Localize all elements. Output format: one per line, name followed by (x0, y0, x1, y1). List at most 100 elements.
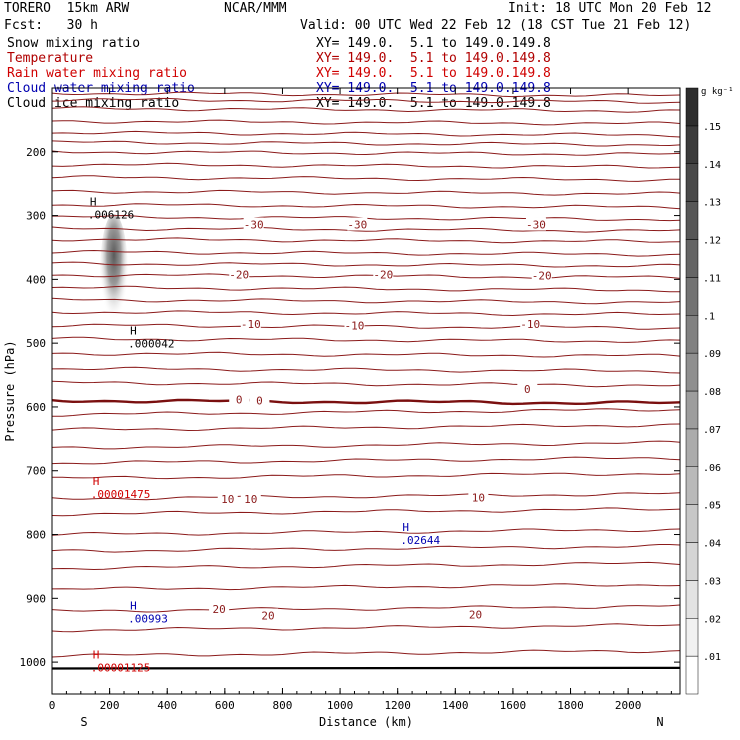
x-tick-label: 600 (215, 699, 235, 712)
colorbar-tick-label: .11 (703, 273, 721, 284)
legend-snow-name: Snow mixing ratio (7, 36, 141, 51)
isotherm-line (51, 398, 681, 406)
colorbar-segment (685, 277, 699, 316)
north-label: N (656, 715, 663, 729)
isotherm-label-bg (229, 392, 250, 406)
colorbar-segment (685, 618, 699, 657)
isotherm-line (51, 423, 681, 432)
plot-frame (51, 87, 681, 695)
extremum-marker: H (402, 521, 409, 534)
isotherm-label-bg (525, 217, 546, 231)
legend-rain-name: Rain water mixing ratio (7, 66, 188, 81)
isotherm-label: -20 (229, 268, 249, 281)
isotherm-label-bg (520, 317, 541, 331)
isotherm-line (51, 528, 681, 536)
isotherm-label: 20 (212, 603, 225, 616)
isotherm-line (51, 261, 681, 268)
y-tick-label: 400 (26, 273, 46, 286)
extremum-marker: H (93, 475, 100, 488)
colorbar-segment (685, 87, 699, 127)
snow-shading (99, 213, 128, 333)
x-tick-label: 800 (273, 699, 293, 712)
isotherm-line (51, 440, 681, 450)
isotherm-line (51, 273, 681, 279)
isotherm-line (51, 561, 681, 571)
extremum-marker: H (90, 196, 97, 209)
y-axis-label: Pressure (hPa) (3, 340, 17, 441)
isotherm-line (51, 351, 681, 358)
colorbar-segment (685, 580, 699, 619)
isotherm-line (51, 106, 681, 113)
y-tick-label: 200 (26, 146, 46, 159)
x-tick-label: 1200 (384, 699, 411, 712)
isotherm-label: 0 (256, 395, 263, 408)
isotherm-label-bg (249, 393, 270, 407)
isotherm-line (51, 649, 681, 658)
isotherm-line (51, 203, 681, 210)
isotherm-label-bg (258, 608, 279, 622)
colorbar-tick-label: .08 (703, 387, 721, 398)
isotherm-label-bg (240, 491, 261, 505)
isotherm-line (51, 150, 681, 156)
isotherm-line (51, 544, 681, 553)
valid-time: Valid: 00 UTC Wed 22 Feb 12 (18 CST Tue … (300, 18, 692, 33)
y-tick-label: 500 (26, 337, 46, 350)
isotherm-line (51, 366, 681, 374)
extremum-value: .000042 (128, 337, 174, 350)
isotherm-line (51, 583, 681, 591)
isotherm-line (52, 408, 681, 417)
y-tick-label: 600 (26, 401, 46, 414)
y-tick-label: 1000 (20, 656, 47, 669)
colorbar-tick-label: .1 (703, 311, 715, 322)
isotherm-line (51, 175, 681, 182)
colorbar-segment (685, 466, 699, 505)
isotherm-line (51, 119, 681, 126)
org-title: NCAR/MMM (224, 1, 287, 16)
isotherm-label: -10 (520, 318, 540, 331)
extremum-marker: H (130, 599, 137, 612)
colorbar-segment (685, 125, 699, 164)
ground-line (51, 666, 681, 670)
init-time: Init: 18 UTC Mon 20 Feb 12 (508, 1, 712, 16)
colorbar-tick-label: .07 (703, 425, 721, 436)
isotherm-label: 10 (244, 493, 257, 506)
isotherm-line (51, 249, 681, 257)
isotherm-label-bg (347, 217, 368, 231)
x-tick-label: 0 (49, 699, 56, 712)
isotherm-label-bg (209, 602, 230, 616)
extremum-marker: H (93, 648, 100, 661)
colorbar-segment (685, 542, 699, 581)
colorbar-tick-label: .15 (703, 122, 721, 133)
extremum-marker: H (130, 324, 137, 337)
isotherm-line (51, 91, 681, 98)
colorbar-segment (685, 239, 699, 278)
forecast-hour: Fcst: 30 h (4, 18, 98, 33)
legend-temperature-name: Temperature (7, 51, 94, 66)
isotherm-line (51, 97, 681, 104)
colorbar-tick-label: .09 (703, 349, 721, 360)
isotherm-label-bg (468, 490, 489, 504)
isotherm-label-bg (217, 491, 238, 505)
y-tick-label: 300 (26, 210, 46, 223)
isotherm-line (51, 456, 681, 465)
isotherm-label: -10 (345, 319, 365, 332)
colorbar-segment (685, 428, 699, 467)
isotherm-line (51, 130, 681, 138)
colorbar-tick-label: .02 (703, 614, 721, 625)
colorbar-segment (685, 315, 699, 354)
isotherm-line (51, 623, 681, 633)
isotherm-label: 20 (469, 608, 482, 621)
y-tick-label: 900 (26, 592, 46, 605)
x-tick-label: 1800 (557, 699, 584, 712)
colorbar-tick-label: .05 (703, 501, 721, 512)
x-axis-label: Distance (km) (319, 715, 413, 729)
isotherm-label-bg (243, 217, 264, 231)
isotherm-label-bg (240, 317, 261, 331)
x-tick-label: 1600 (500, 699, 527, 712)
colorbar-tick-label: .12 (703, 236, 721, 247)
isotherm-label: -30 (347, 219, 367, 232)
model-title: TORERO 15km ARW (4, 1, 130, 16)
extremum-value: .006126 (88, 209, 134, 222)
isotherm-line (51, 285, 680, 293)
